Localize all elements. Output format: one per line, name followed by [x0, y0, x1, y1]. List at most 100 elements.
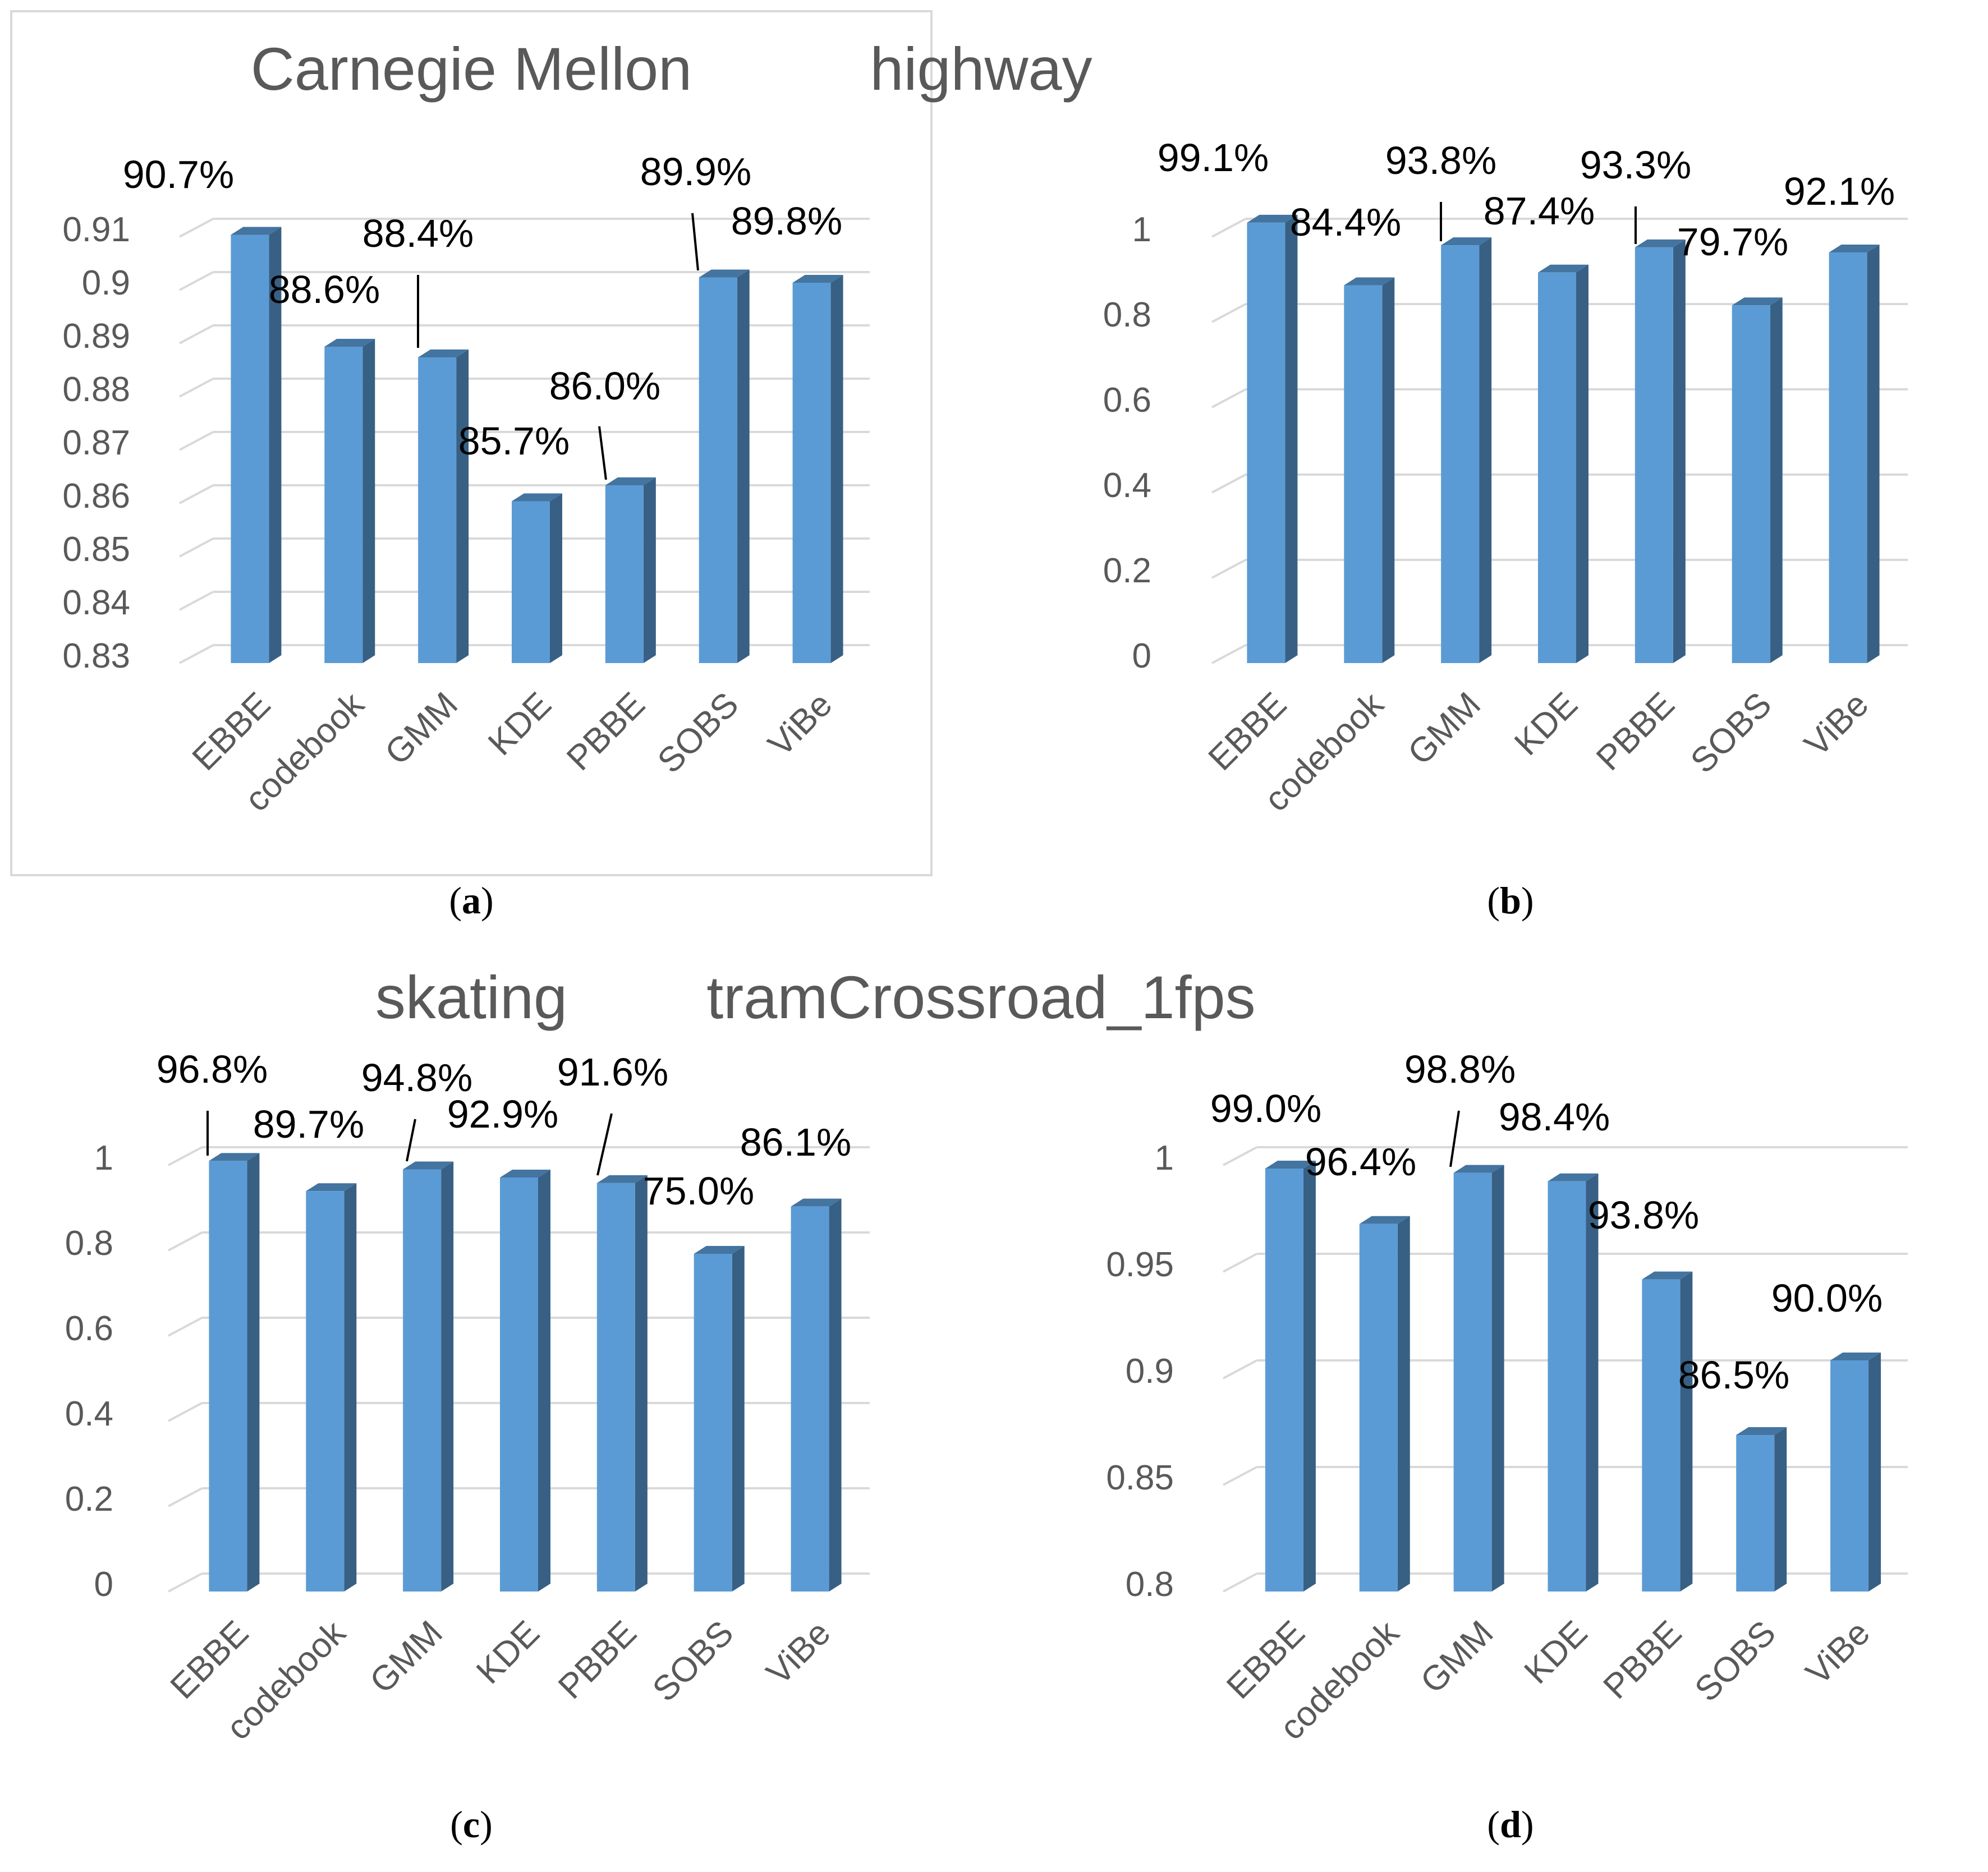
y-tick-label: 0.89	[62, 317, 130, 356]
gridline-depth	[1211, 388, 1246, 408]
bar-side	[1680, 1271, 1693, 1592]
bar-top	[1829, 245, 1880, 253]
bar-sobs	[694, 1246, 745, 1592]
y-tick-label: 0.2	[1103, 551, 1151, 590]
x-tick-label: GMM	[1401, 685, 1488, 772]
gridline-depth	[168, 1146, 203, 1166]
y-tick-label: 0.95	[1106, 1245, 1174, 1284]
data-label: 99.1%	[1158, 136, 1269, 180]
x-tick-label: ViBe	[1798, 1613, 1877, 1692]
x-tick-label: PBBE	[1596, 1613, 1689, 1707]
bar-top	[1736, 1427, 1787, 1435]
bar-gmm	[418, 349, 469, 663]
y-tick-label: 0.85	[62, 530, 130, 569]
chart-title: skating	[375, 963, 567, 1031]
bar-side	[362, 339, 375, 663]
bar-side	[737, 269, 750, 663]
bar-front	[1635, 247, 1673, 663]
bar-side	[1770, 297, 1783, 663]
gridline-depth	[179, 271, 214, 291]
data-label: 96.4%	[1305, 1140, 1416, 1184]
x-tick-label: EBBE	[1219, 1613, 1312, 1707]
bar-front	[1359, 1224, 1398, 1592]
x-tick-label: ViBe	[1797, 685, 1876, 764]
bar-ebbe	[231, 227, 282, 663]
gridline-depth	[168, 1487, 203, 1507]
bar-front	[791, 1206, 829, 1592]
y-tick-label: 1	[94, 1139, 113, 1178]
panel-caption: (b)	[1487, 879, 1534, 922]
data-label: 92.9%	[447, 1092, 558, 1136]
bar-side	[732, 1246, 745, 1592]
leader-line	[406, 1119, 416, 1162]
data-label: 87.4%	[1484, 189, 1595, 233]
bar-gmm	[403, 1161, 454, 1592]
y-tick-label: 0	[1132, 637, 1151, 675]
leader-line	[596, 1113, 613, 1176]
bar-side	[269, 227, 282, 663]
bar-top	[694, 1246, 745, 1254]
bar-ebbe	[1265, 1161, 1316, 1592]
data-label: 79.7%	[1677, 220, 1788, 264]
y-tick-label: 1	[1155, 1139, 1174, 1178]
bar-side	[441, 1161, 454, 1592]
data-label: 88.6%	[269, 268, 380, 311]
gridline-depth	[179, 537, 214, 558]
chart-frame	[10, 10, 933, 876]
gridline-depth	[179, 378, 214, 398]
bar-side	[830, 275, 843, 663]
bar-sobs	[699, 269, 750, 663]
chart-panel-a: Carnegie Mellon 0.83 0.84 0.85 0.86 0.87 0.88 0…	[10, 10, 933, 922]
bar-top	[1538, 264, 1588, 273]
bar-front	[1453, 1172, 1492, 1592]
y-tick-label: 1	[1132, 210, 1151, 249]
y-tick-label: 0.2	[65, 1480, 113, 1519]
gridline-depth	[168, 1402, 203, 1422]
bar-kde	[500, 1169, 550, 1592]
bar-front	[324, 347, 363, 663]
y-tick-label: 0.87	[62, 424, 130, 462]
bar-kde	[1538, 264, 1588, 663]
y-tick-label: 0.83	[62, 637, 130, 675]
bar-side	[829, 1198, 842, 1592]
bar-front	[231, 234, 269, 663]
y-tick-label: 0.4	[1103, 466, 1151, 505]
data-label: 89.8%	[731, 199, 842, 243]
bar-vibe	[1829, 245, 1880, 663]
bar-front	[500, 1177, 538, 1592]
x-tick-label: SOBS	[645, 1613, 741, 1709]
y-tick-label: 0.8	[1103, 296, 1151, 334]
bar-top	[500, 1169, 550, 1178]
bar-kde	[512, 493, 562, 663]
bar-side	[1303, 1161, 1316, 1592]
bar-top	[231, 227, 282, 235]
x-tick-label: EBBE	[163, 1613, 256, 1707]
data-label: 85.7%	[458, 419, 570, 463]
chart-panel-b: highway00.20.40.60.81EBBE99.1%codebook84…	[870, 35, 1908, 922]
data-label: 93.3%	[1580, 143, 1691, 187]
gridline-depth	[1211, 473, 1246, 494]
bar-side	[247, 1153, 260, 1592]
x-tick-label: ViBe	[759, 1613, 838, 1692]
chart-panel-d: tramCrossroad_1fps 0.8 0.85 0.9 0.95 1 EBBE 99.…	[706, 963, 1908, 1846]
bar-front	[699, 277, 737, 663]
data-label: 96.8%	[157, 1047, 268, 1091]
bar-front	[1732, 305, 1770, 663]
data-label: 90.7%	[123, 153, 234, 196]
bar-top	[512, 493, 562, 502]
bar-top	[699, 269, 750, 278]
bar-top	[1642, 1271, 1693, 1280]
x-tick-label: EBBE	[1201, 685, 1294, 778]
x-tick-label: SOBS	[1683, 685, 1779, 781]
bar-codebook	[306, 1183, 357, 1592]
data-label: 84.4%	[1290, 200, 1401, 244]
gridline-depth	[1211, 559, 1246, 579]
caption-letter: a	[462, 879, 481, 922]
caption-letter: b	[1500, 879, 1521, 922]
bar-front	[605, 485, 644, 663]
bar-top	[1635, 239, 1686, 247]
caption-letter: d	[1500, 1803, 1521, 1846]
data-label: 98.4%	[1499, 1095, 1610, 1139]
bar-front	[1830, 1360, 1869, 1592]
